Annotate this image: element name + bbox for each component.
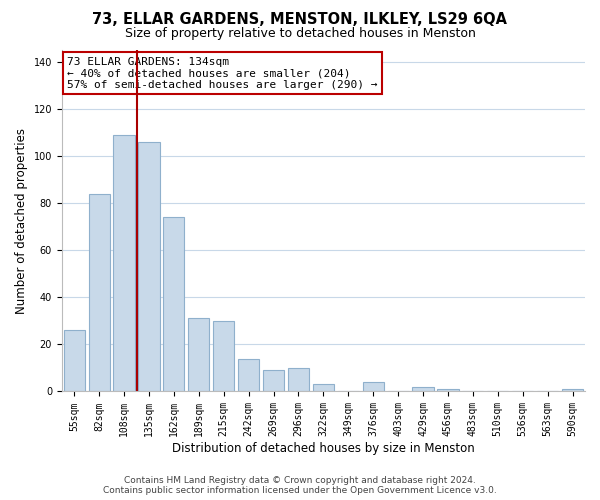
Bar xyxy=(288,368,309,392)
Bar xyxy=(89,194,110,392)
Text: Contains HM Land Registry data © Crown copyright and database right 2024.
Contai: Contains HM Land Registry data © Crown c… xyxy=(103,476,497,495)
Bar xyxy=(437,389,458,392)
Bar xyxy=(188,318,209,392)
Bar xyxy=(362,382,384,392)
Y-axis label: Number of detached properties: Number of detached properties xyxy=(15,128,28,314)
Bar xyxy=(263,370,284,392)
Text: 73 ELLAR GARDENS: 134sqm
← 40% of detached houses are smaller (204)
57% of semi-: 73 ELLAR GARDENS: 134sqm ← 40% of detach… xyxy=(67,57,377,90)
Bar xyxy=(412,387,434,392)
Bar xyxy=(213,321,235,392)
Bar xyxy=(64,330,85,392)
Bar xyxy=(139,142,160,392)
Text: 73, ELLAR GARDENS, MENSTON, ILKLEY, LS29 6QA: 73, ELLAR GARDENS, MENSTON, ILKLEY, LS29… xyxy=(92,12,508,28)
Bar xyxy=(113,135,134,392)
Text: Size of property relative to detached houses in Menston: Size of property relative to detached ho… xyxy=(125,28,475,40)
Bar xyxy=(163,217,184,392)
Bar xyxy=(562,389,583,392)
Bar xyxy=(313,384,334,392)
X-axis label: Distribution of detached houses by size in Menston: Distribution of detached houses by size … xyxy=(172,442,475,455)
Bar xyxy=(238,358,259,392)
